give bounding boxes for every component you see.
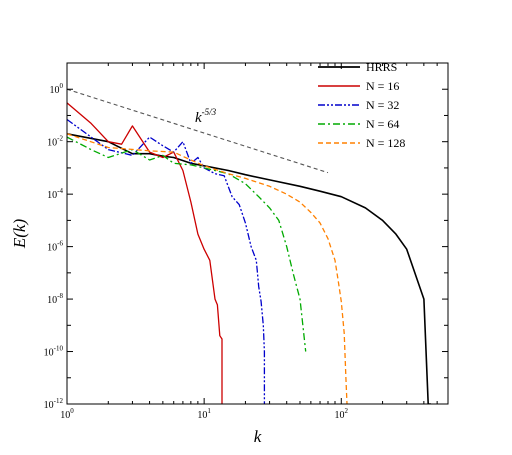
series-line-n-128 [67,133,348,404]
y-tick-label: 10-4 [47,187,63,201]
legend: HRRS N = 16 N = 32 N = 64 N = 128 [318,60,405,150]
plot-frame [66,62,449,405]
tick-labels: 100 101 102 100 10-2 10-4 10-6 10-8 10-10 10-12 [44,82,349,421]
slope-annotation-exponent: -5/3 [202,107,217,117]
series-line-hrrs [67,133,431,404]
plot-lines [67,102,431,404]
legend-label: N = 32 [366,98,399,112]
legend-label: N = 64 [366,117,399,131]
slope-annotation-base: k [195,110,202,126]
x-tick-label: 100 [60,407,74,421]
slope-annotation: k-5/3 [195,107,217,126]
x-axis-title: k [254,427,262,446]
x-tick-label: 102 [335,407,349,421]
legend-item-n-64: N = 64 [318,117,399,131]
series-line-n-16 [67,102,223,404]
y-tick-label: 10-6 [47,240,63,254]
legend-item-n-32: N = 32 [318,98,399,112]
legend-item-hrrs: HRRS [318,60,397,74]
y-tick-label: 10-12 [44,397,64,411]
legend-item-n-128: N = 128 [318,136,405,150]
reference-slope-line [66,88,329,174]
legend-label: N = 16 [366,79,399,93]
y-tick-label: 100 [50,82,64,96]
axis-ticks [66,62,449,405]
y-tick-label: 10-10 [44,345,64,359]
y-tick-label: 10-8 [47,292,63,306]
legend-item-n-16: N = 16 [318,79,399,93]
reference-line-layer [66,88,329,174]
x-tick-label: 101 [197,407,211,421]
legend-label: HRRS [366,60,397,74]
legend-label: N = 128 [366,136,405,150]
series-line-n-64 [67,136,307,352]
y-axis-title: E(k) [10,219,29,250]
y-tick-label: 10-2 [47,135,63,149]
series-line-n-32 [67,118,266,404]
